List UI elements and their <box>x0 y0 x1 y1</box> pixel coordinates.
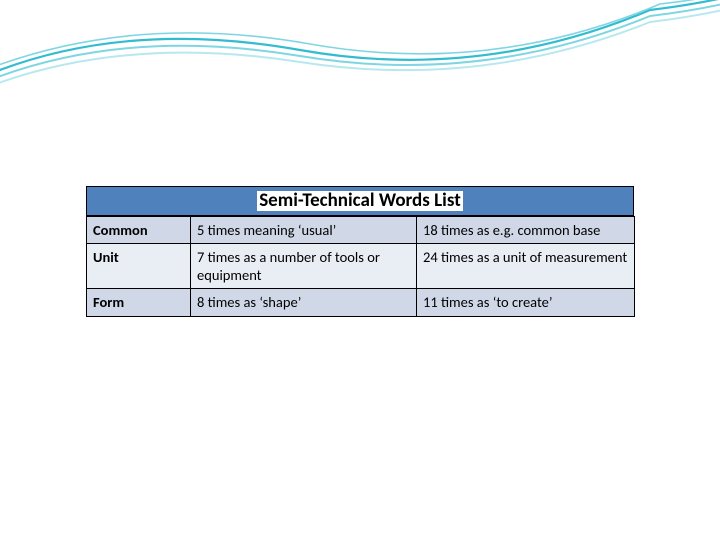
table-title: Semi-Technical Words List <box>257 191 463 211</box>
meaning-a-cell: 7 times as a number of tools or equipmen… <box>191 244 417 289</box>
table-row: Form 8 times as ‘shape’ 11 times as ‘to … <box>87 289 635 316</box>
word-cell: Unit <box>87 244 191 289</box>
word-cell: Common <box>87 217 191 244</box>
meaning-a-cell: 8 times as ‘shape’ <box>191 289 417 316</box>
decorative-wave <box>0 0 720 130</box>
table-body: Common 5 times meaning ‘usual’ 18 times … <box>86 216 635 317</box>
meaning-a-cell: 5 times meaning ‘usual’ <box>191 217 417 244</box>
table-title-row: Semi-Technical Words List <box>86 186 634 216</box>
meaning-b-cell: 24 times as a unit of measurement <box>417 244 635 289</box>
words-table: Semi-Technical Words List Common 5 times… <box>86 186 634 317</box>
table-row: Unit 7 times as a number of tools or equ… <box>87 244 635 289</box>
table-row: Common 5 times meaning ‘usual’ 18 times … <box>87 217 635 244</box>
meaning-b-cell: 11 times as ‘to create’ <box>417 289 635 316</box>
meaning-b-cell: 18 times as e.g. common base <box>417 217 635 244</box>
word-cell: Form <box>87 289 191 316</box>
